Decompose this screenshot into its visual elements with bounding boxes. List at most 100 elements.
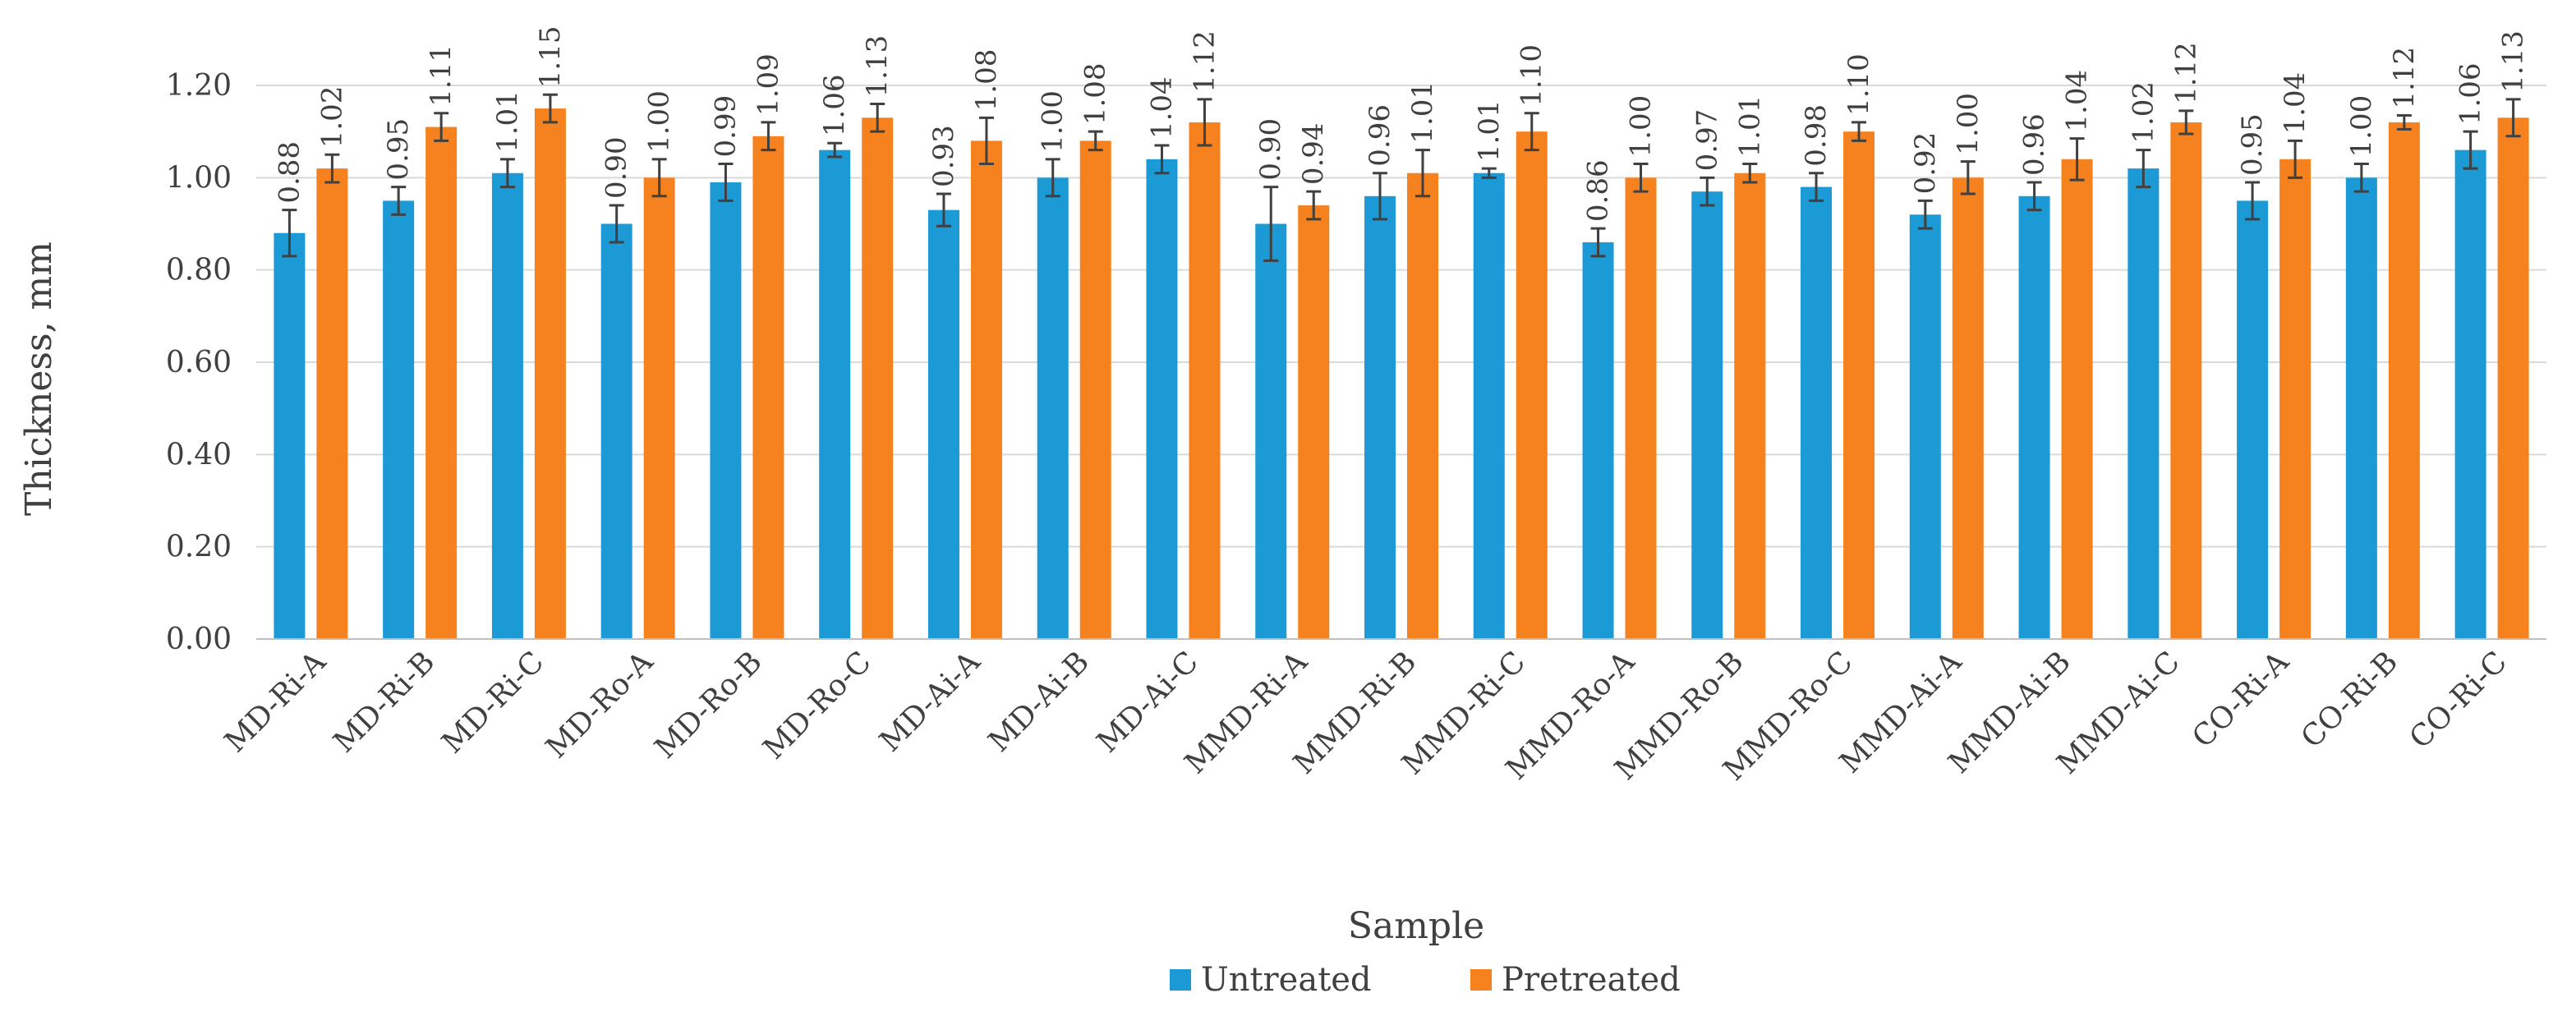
bar-pretreated (1952, 177, 1984, 640)
data-label-untreated: 0.95 (2236, 113, 2269, 176)
x-category-label: CO-Ri-B (2295, 645, 2404, 754)
data-label-pretreated: 1.13 (2497, 30, 2530, 93)
data-label-untreated: 1.00 (2345, 95, 2378, 158)
bar-pretreated (2497, 117, 2529, 640)
error-bar-pretreated (761, 121, 776, 152)
error-bar-pretreated (1088, 130, 1103, 152)
x-category-label: MD-Ri-C (435, 645, 550, 760)
y-tick-label: 0.60 (166, 346, 232, 379)
x-category-label: MD-Ai-B (982, 645, 1096, 758)
data-label-untreated: 0.90 (600, 136, 633, 199)
x-category-label: MD-Ri-B (327, 645, 441, 759)
data-label-pretreated: 1.09 (752, 53, 784, 116)
data-label-pretreated: 1.15 (534, 26, 567, 89)
data-label-pretreated: 1.12 (1188, 30, 1221, 93)
error-bar-untreated (282, 209, 297, 258)
bar-untreated (2128, 168, 2160, 640)
data-label-pretreated: 1.00 (643, 90, 676, 153)
legend-label-pretreated: Pretreated (1502, 961, 1681, 999)
error-bar-untreated (1373, 172, 1387, 221)
error-bar-pretreated (2288, 139, 2303, 179)
bar-untreated (2454, 149, 2486, 640)
bar-untreated (1473, 172, 1505, 639)
error-bar-untreated (2353, 162, 2369, 193)
error-bar-pretreated (2069, 137, 2085, 182)
error-bar-untreated (2245, 181, 2261, 221)
error-bar-pretreated (1852, 121, 1867, 142)
bar-pretreated (1625, 177, 1657, 640)
x-category-label: CO-Ri-C (2404, 645, 2514, 755)
bar-pretreated (1734, 172, 1766, 639)
bar-pretreated (752, 136, 784, 640)
data-label-pretreated: 1.01 (1406, 81, 1439, 144)
data-label-pretreated: 1.00 (1952, 93, 1985, 155)
error-bar-untreated (936, 192, 951, 228)
data-label-pretreated: 1.08 (1079, 62, 1112, 125)
error-bar-untreated (827, 141, 843, 159)
bar-untreated (1801, 186, 1833, 640)
error-bar-pretreated (2178, 109, 2194, 136)
error-bar-untreated (718, 162, 734, 202)
data-label-untreated: 1.06 (2454, 62, 2487, 125)
data-label-pretreated: 1.01 (1733, 95, 1766, 158)
error-bar-pretreated (870, 102, 886, 133)
gridlines (256, 85, 2546, 548)
x-category-label: MD-Ro-C (757, 645, 877, 766)
bar-untreated (1582, 241, 1614, 639)
x-category-label: MD-Ai-C (1091, 645, 1205, 759)
error-bar-untreated (2136, 149, 2151, 189)
bar-pretreated (426, 126, 458, 640)
bar-untreated (1364, 195, 1396, 640)
error-bar-pretreated (978, 116, 994, 165)
bar-pretreated (2388, 122, 2420, 639)
data-label-untreated: 1.06 (818, 75, 851, 137)
y-tick-label: 0.80 (166, 254, 232, 287)
error-bar-pretreated (1742, 162, 1758, 184)
data-label-untreated: 0.95 (382, 118, 415, 181)
x-category-label: MD-Ai-A (873, 645, 987, 759)
error-bar-pretreated (434, 112, 449, 142)
data-label-pretreated: 1.12 (2169, 42, 2202, 104)
bar-pretreated (970, 140, 1002, 639)
y-tick-label: 0.40 (166, 438, 232, 471)
error-bar-pretreated (1197, 98, 1212, 147)
error-bar-untreated (2463, 130, 2478, 170)
data-label-pretreated: 1.08 (970, 49, 1003, 112)
error-bar-untreated (1045, 158, 1060, 198)
data-label-untreated: 0.88 (273, 141, 306, 204)
data-label-untreated: 0.98 (1800, 104, 1833, 167)
error-bar-pretreated (542, 93, 558, 124)
data-label-untreated: 1.01 (491, 90, 524, 153)
bar-pretreated (1407, 172, 1438, 639)
legend-swatch-pretreated (1470, 969, 1492, 991)
y-tick-label: 1.20 (166, 69, 232, 103)
bar-pretreated (643, 177, 675, 640)
legend-label-untreated: Untreated (1201, 961, 1372, 999)
error-bar-untreated (1809, 172, 1824, 202)
data-label-untreated: 0.99 (709, 95, 742, 158)
error-bars (282, 93, 2521, 262)
error-bar-pretreated (1960, 160, 1976, 195)
bar-untreated (383, 200, 415, 639)
error-bar-pretreated (651, 158, 667, 198)
x-axis-title: Sample (1348, 905, 1484, 947)
bar-untreated (2237, 200, 2269, 639)
bar-untreated (1909, 214, 1941, 639)
data-label-pretreated: 1.10 (1842, 53, 1875, 116)
error-bar-untreated (1700, 176, 1715, 207)
error-bar-pretreated (1524, 112, 1539, 152)
x-category-label: CO-Ri-A (2186, 645, 2296, 755)
bar-pretreated (316, 168, 348, 640)
error-bar-untreated (499, 158, 515, 189)
error-bar-pretreated (2505, 98, 2521, 138)
bar-pretreated (2061, 159, 2093, 639)
data-label-pretreated: 1.11 (425, 44, 458, 107)
y-axis-title: Thickness, mm (18, 241, 60, 516)
y-tick-label: 0.20 (166, 531, 232, 564)
data-label-untreated: 0.92 (1909, 132, 1942, 195)
bar-pretreated (1189, 122, 1221, 639)
data-label-untreated: 0.96 (1364, 104, 1396, 167)
bar-pretreated (862, 117, 894, 640)
data-label-untreated: 0.90 (1254, 118, 1287, 181)
